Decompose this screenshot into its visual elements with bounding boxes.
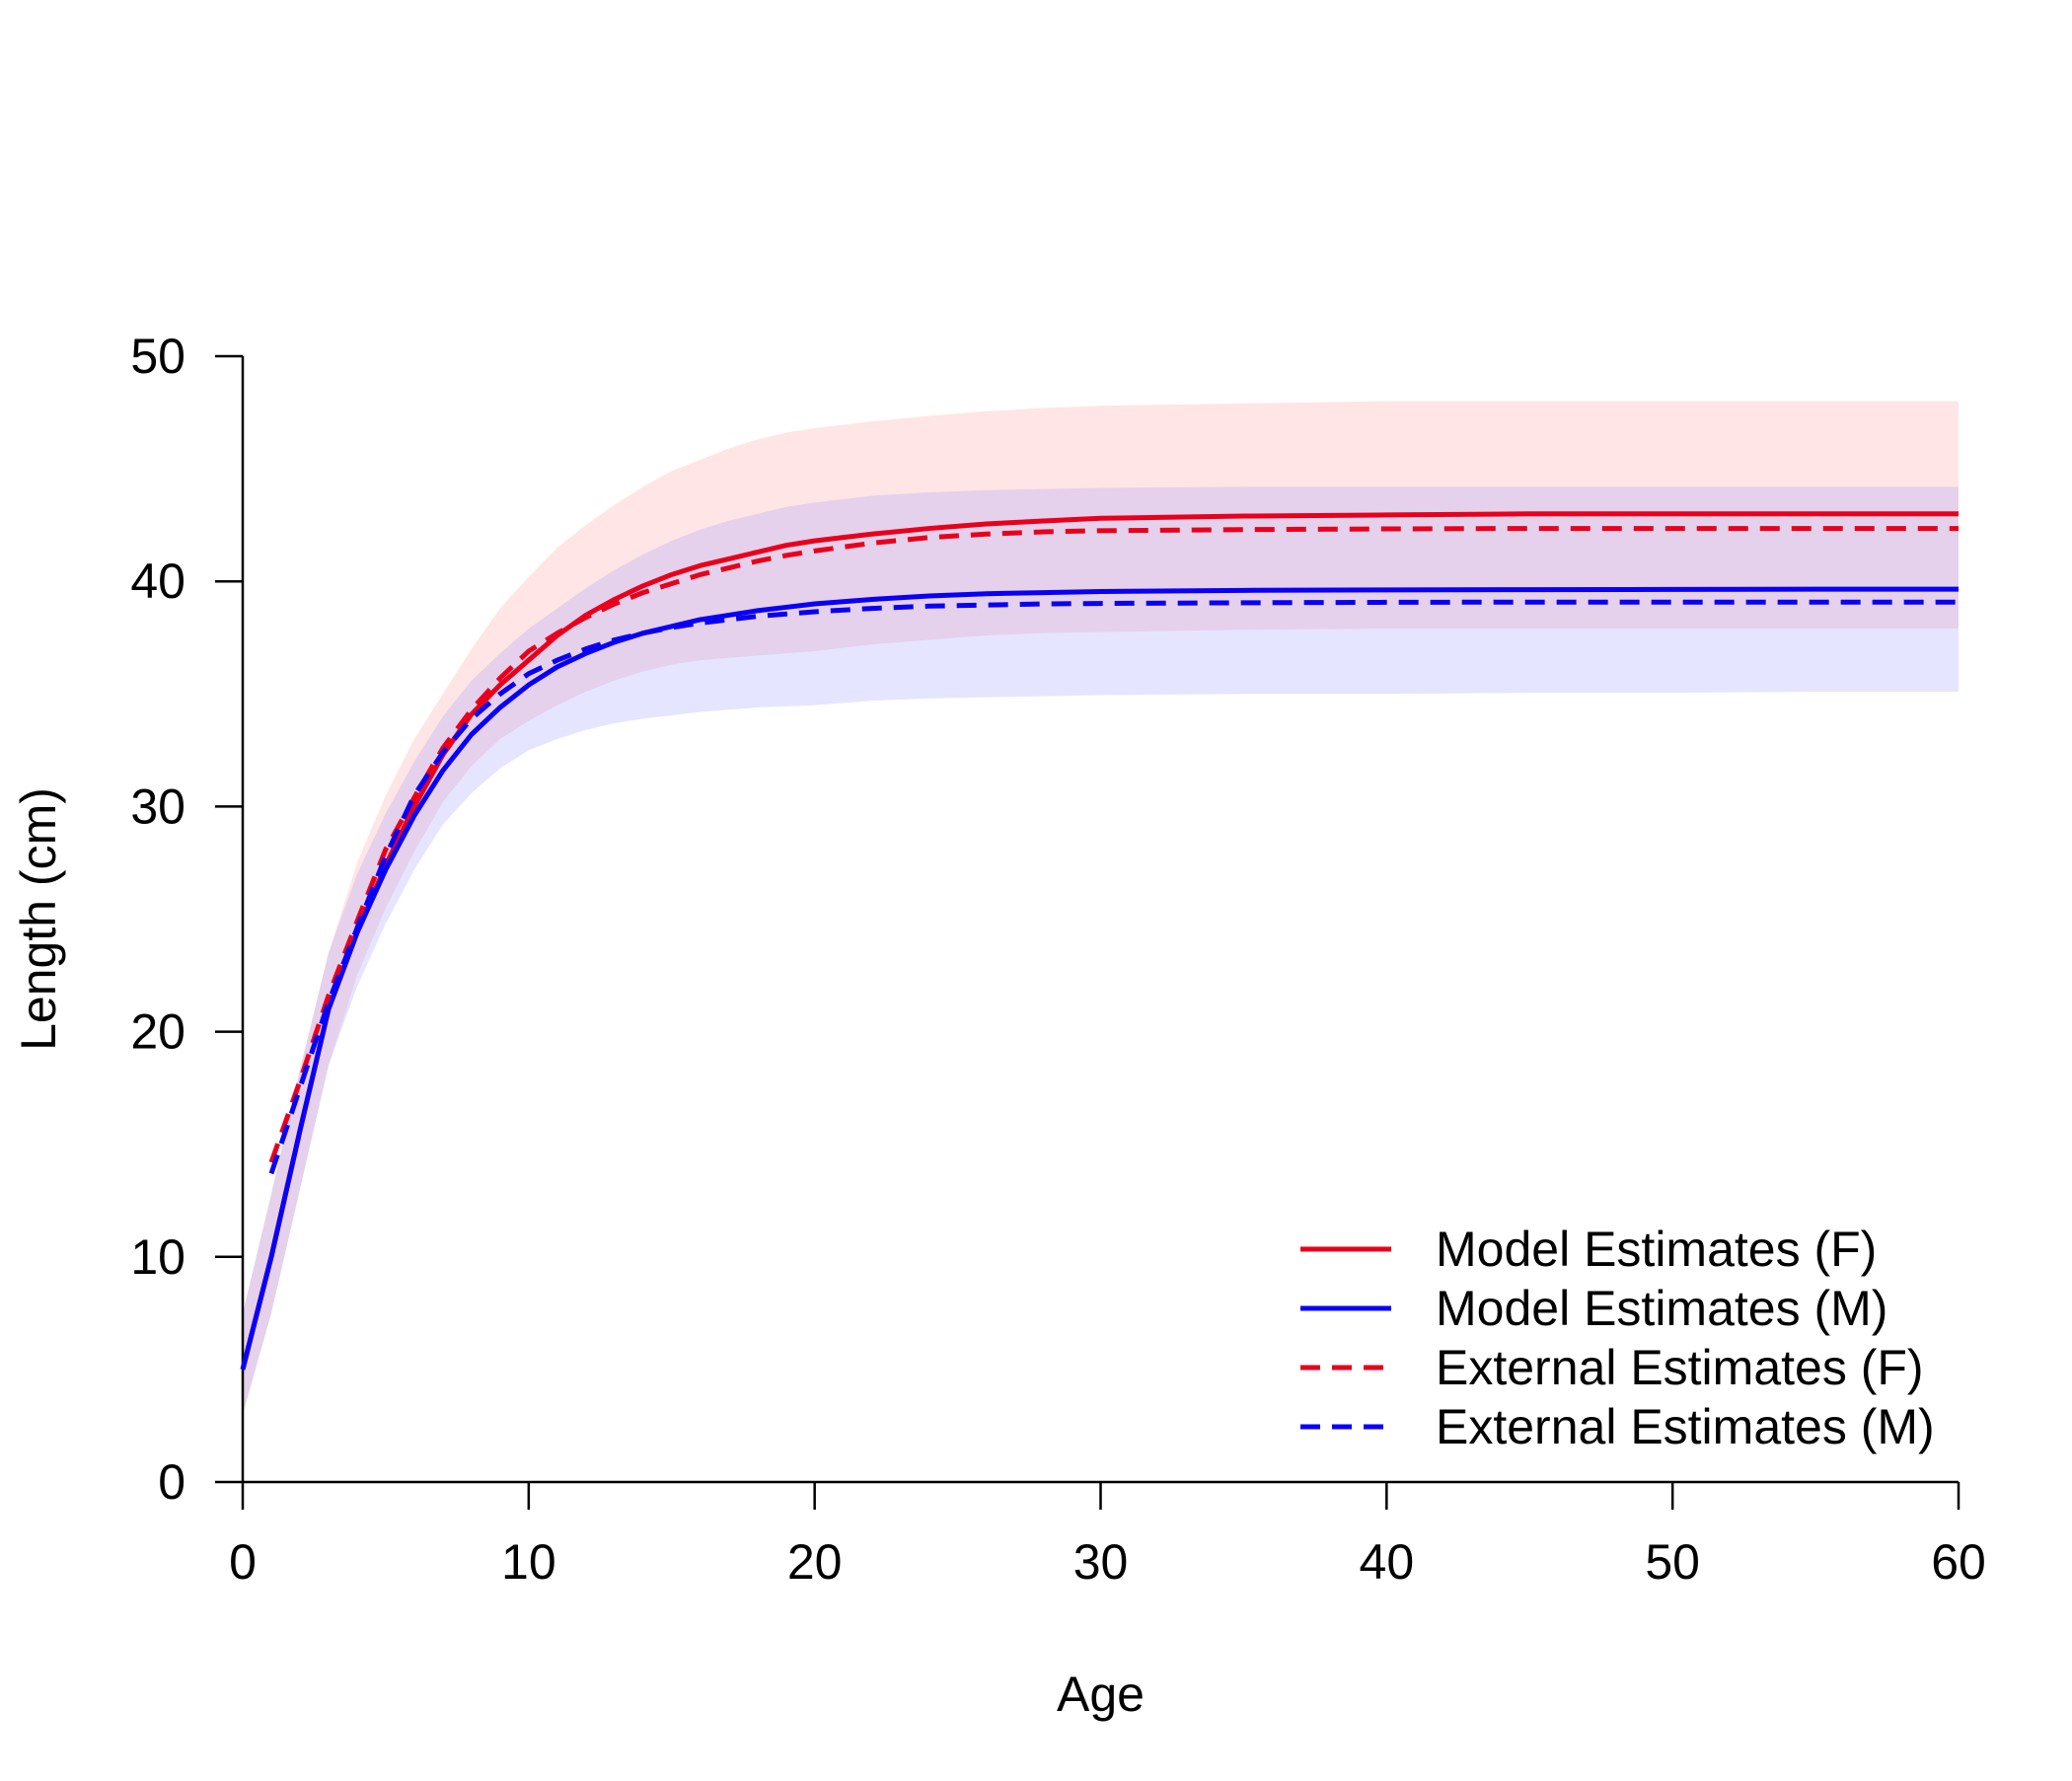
legend: Model Estimates (F)Model Estimates (M)Ex… [1300, 1222, 1935, 1454]
y-tick-label: 30 [130, 779, 185, 834]
y-tick-label: 40 [130, 554, 185, 609]
series-line-3 [268, 599, 1959, 1175]
x-tick-label: 30 [1073, 1534, 1129, 1590]
series-line-2 [268, 526, 1959, 1163]
legend-label-1: Model Estimates (M) [1436, 1281, 1887, 1336]
confidence-band-0 [243, 401, 1959, 1415]
y-tick-label: 0 [158, 1454, 185, 1510]
y-tick-label: 20 [130, 1004, 185, 1060]
axes: 0 10 20 30 40 50 60 0 10 20 30 40 50 [130, 329, 1985, 1590]
x-axis-title: Age [1057, 1667, 1145, 1722]
y-tick-label: 10 [130, 1229, 185, 1285]
x-tick-label: 50 [1645, 1534, 1700, 1590]
legend-label-3: External Estimates (M) [1436, 1399, 1935, 1454]
x-tick-label: 0 [229, 1534, 257, 1590]
confidence-band-1 [243, 486, 1959, 1415]
x-tick-label: 40 [1360, 1534, 1415, 1590]
confidence-bands [243, 401, 1959, 1415]
y-axis-title: Length (cm) [11, 787, 66, 1051]
series-lines [240, 511, 1959, 1371]
y-tick-label: 50 [130, 329, 185, 384]
x-tick-label: 10 [501, 1534, 556, 1590]
x-axis-ticks: 0 10 20 30 40 50 60 [229, 1482, 1986, 1590]
legend-label-2: External Estimates (F) [1436, 1340, 1924, 1395]
x-tick-label: 60 [1931, 1534, 1986, 1590]
y-axis-ticks: 0 10 20 30 40 50 [130, 329, 243, 1510]
x-tick-label: 20 [787, 1534, 843, 1590]
legend-label-0: Model Estimates (F) [1436, 1222, 1877, 1277]
